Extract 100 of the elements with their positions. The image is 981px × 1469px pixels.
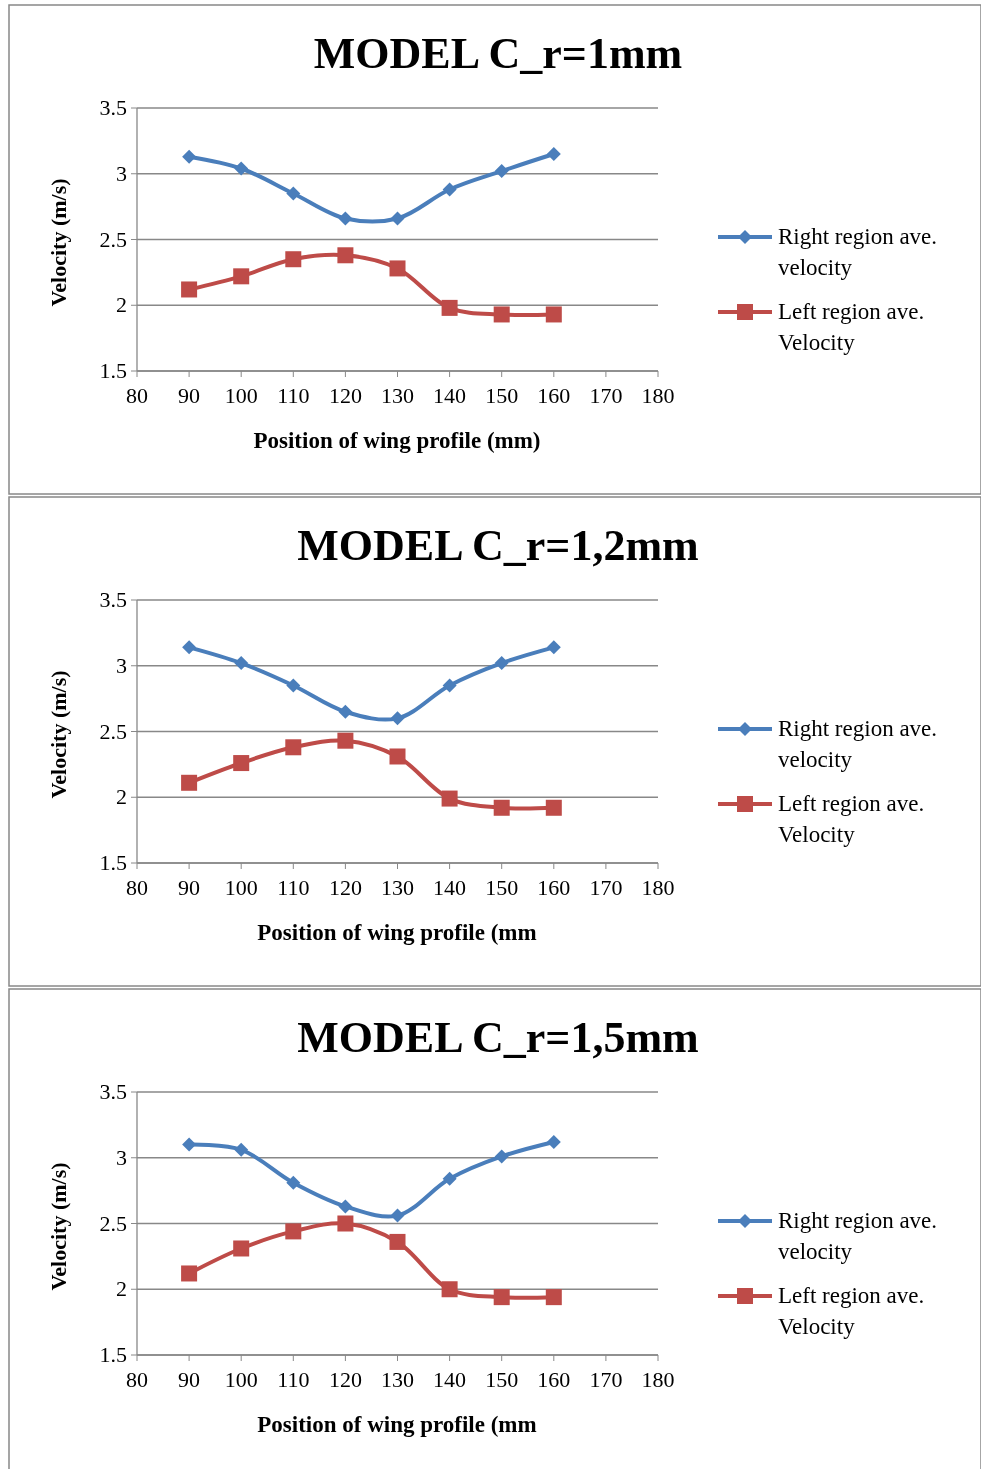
x-tick-label: 180 (641, 383, 675, 408)
point (234, 1142, 249, 1157)
point (181, 774, 198, 791)
y-tick-label: 1.5 (99, 1342, 127, 1367)
x-tick-label: 120 (328, 875, 362, 900)
y-tick-label: 2 (116, 784, 127, 810)
point (493, 306, 510, 323)
x-tick-label: 130 (381, 1367, 414, 1392)
x-tick-label: 110 (277, 875, 310, 900)
point (338, 211, 353, 226)
point (233, 755, 250, 772)
legend-label: Right region ave. velocity (778, 1208, 938, 1264)
point (389, 748, 406, 765)
y-tick-label: 3.5 (99, 587, 127, 612)
x-tick-label: 90 (178, 383, 201, 408)
chart-title: MODEL C_r=1,2mm (297, 521, 699, 570)
y-tick-label: 2 (116, 1276, 127, 1302)
point (442, 182, 457, 197)
y-tick-label: 1.5 (99, 850, 127, 875)
y-axis-title: Velocity (m/s) (46, 1162, 71, 1291)
x-tick-label: 120 (328, 383, 362, 408)
x-tick-label: 100 (224, 875, 258, 900)
x-tick-label: 170 (589, 383, 623, 408)
point (545, 1289, 562, 1306)
point (181, 281, 198, 298)
y-tick-label: 2.5 (99, 1210, 127, 1236)
point (182, 1137, 197, 1152)
chart-title: MODEL C_r=1mm (313, 29, 683, 78)
chart-title: MODEL C_r=1,5mm (297, 1013, 699, 1062)
y-tick-label: 2.5 (99, 226, 127, 252)
x-tick-label: 130 (381, 875, 414, 900)
point (390, 1208, 405, 1223)
point (494, 656, 509, 671)
point (182, 640, 197, 655)
point (441, 1281, 458, 1298)
point (390, 711, 405, 726)
point (545, 306, 562, 323)
y-tick-label: 3.5 (99, 1079, 127, 1104)
point (546, 640, 561, 655)
point (234, 656, 249, 671)
x-tick-label: 80 (126, 383, 148, 408)
y-tick-label: 1.5 (99, 358, 127, 383)
x-tick-label: 90 (178, 875, 201, 900)
y-axis-title: Velocity (m/s) (46, 178, 71, 307)
x-tick-label: 140 (433, 383, 467, 408)
point (182, 149, 197, 164)
y-tick-label: 2.5 (99, 718, 127, 744)
point (389, 260, 406, 277)
x-tick-label: 110 (277, 383, 310, 408)
legend-label: Left region ave. Velocity (778, 791, 925, 847)
point (546, 147, 561, 162)
point (390, 211, 405, 226)
x-tick-label: 140 (433, 1367, 467, 1392)
point (286, 678, 301, 693)
point (286, 186, 301, 201)
x-tick-label: 180 (641, 875, 675, 900)
y-axis-title: Velocity (m/s) (46, 670, 71, 799)
x-tick-label: 170 (589, 1367, 623, 1392)
legend-label: Right region ave. velocity (778, 716, 938, 772)
point (494, 164, 509, 179)
point (285, 1223, 302, 1240)
x-tick-label: 80 (126, 1367, 148, 1392)
point (338, 1199, 353, 1214)
x-tick-label: 150 (485, 875, 519, 900)
x-tick-label: 150 (485, 1367, 519, 1392)
x-tick-label: 140 (433, 875, 467, 900)
point (286, 1175, 301, 1190)
point (441, 299, 458, 316)
point (493, 1289, 510, 1306)
point (546, 1134, 561, 1149)
y-tick-label: 3 (116, 652, 127, 678)
legend-label: Left region ave. Velocity (778, 299, 925, 355)
x-tick-label: 90 (178, 1367, 201, 1392)
point (389, 1233, 406, 1250)
x-tick-label: 110 (277, 1367, 310, 1392)
point (285, 251, 302, 268)
x-tick-label: 160 (537, 875, 571, 900)
x-tick-label: 100 (224, 1367, 258, 1392)
point (441, 790, 458, 807)
x-tick-label: 120 (328, 1367, 362, 1392)
point (181, 1265, 198, 1282)
point (442, 678, 457, 693)
point (494, 1149, 509, 1164)
y-tick-label: 3 (116, 160, 127, 186)
point (493, 799, 510, 816)
point (338, 704, 353, 719)
x-tick-label: 160 (537, 1367, 571, 1392)
x-tick-label: 180 (641, 1367, 675, 1392)
x-axis-title: Position of wing profile (mm) (253, 428, 541, 453)
legend-label: Left region ave. Velocity (778, 1283, 925, 1339)
legend-label: Right region ave. velocity (778, 224, 938, 280)
point (337, 732, 354, 749)
x-axis-title: Position of wing profile (mm (257, 920, 537, 945)
x-axis-title: Position of wing profile (mm (257, 1412, 537, 1437)
point (233, 1240, 250, 1257)
x-tick-label: 160 (537, 383, 571, 408)
point (285, 739, 302, 756)
x-tick-label: 170 (589, 875, 623, 900)
point (337, 1215, 354, 1232)
point (442, 1171, 457, 1186)
